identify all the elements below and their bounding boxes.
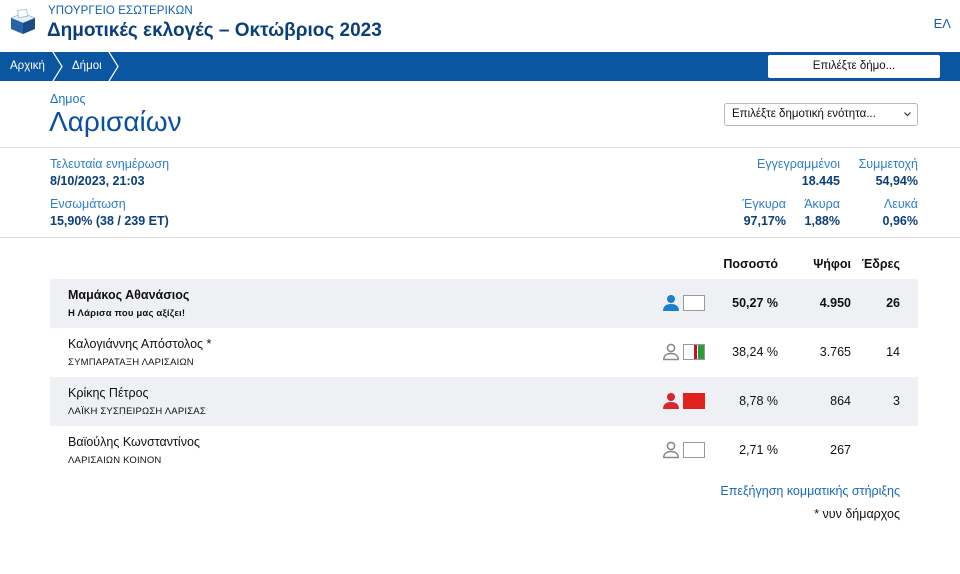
votes-value: 267 [830,443,851,457]
last-update-value: 8/10/2023, 21:03 [50,174,145,188]
municipal-unit-select[interactable]: Επιλέξτε δημοτική ενότητα... [724,103,918,126]
integration-value: 15,90% (38 / 239 ΕΤ) [50,214,169,228]
column-header-seats: Έδρες [861,257,900,271]
person-icon [663,295,679,311]
blank-label: Λευκά [883,197,918,211]
municipality-kind: Δημος [50,92,86,106]
party-support-explanation-link[interactable]: Επεξήγηση κομματικής στήριξης [720,484,900,498]
page-title: Δημοτικές εκλογές – Οκτώβριος 2023 [47,20,382,41]
seats-value: 14 [886,345,900,359]
seats-value: 26 [886,296,900,310]
ministry-name: ΥΠΟΥΡΓΕΙΟ ΕΣΩΤΕΡΙΚΩΝ [48,5,193,17]
result-row: Κρίκης Πέτρος ΛΑΪΚΗ ΣΥΣΠΕΙΡΩΣΗ ΛΑΡΙΣΑΣ 8… [50,377,918,426]
person-icon [663,393,679,409]
person-outline-icon [662,441,680,459]
invalid-label: Άκυρα [804,197,840,211]
municipality-select[interactable]: Επιλέξτε δήμο... [768,55,940,78]
chevron-down-icon [904,112,911,117]
integration-label: Ενσωμάτωση [50,197,126,211]
chevron-right-icon [52,52,63,81]
registered-label: Εγγεγραμμένοι [757,157,840,171]
municipality-name: Λαρισαίων [49,106,182,137]
party-flag-icon [683,442,705,458]
seats-value: 3 [893,394,900,408]
valid-label: Έγκυρα [742,197,786,211]
result-row: Μαμάκος Αθανάσιος Η Λάρισα που μας αξίζε… [50,279,918,328]
votes-value: 864 [830,394,851,408]
blank-value: 0,96% [882,214,918,228]
votes-value: 4.950 [819,296,851,310]
chevron-right-icon [108,52,119,81]
percent-value: 8,78 % [739,394,778,408]
party-flag-icon [683,393,705,409]
candidate-name: Βαϊούλης Κωνσταντίνος [68,435,200,449]
party-name: ΛΑΪΚΗ ΣΥΣΠΕΙΡΩΣΗ ΛΑΡΙΣΑΣ [68,406,206,417]
result-row: Βαϊούλης Κωνσταντίνος ΛΑΡΙΣΑΙΩΝ ΚΟΙΝΟΝ 2… [50,426,918,475]
turnout-label: Συμμετοχή [858,157,918,171]
ballot-box-icon [9,9,37,34]
votes-value: 3.765 [819,345,851,359]
party-name: ΣΥΜΠΑΡΑΤΑΞΗ ΛΑΡΙΣΑΙΩΝ [68,357,194,368]
percent-value: 2,71 % [739,443,778,457]
site-header: ΥΠΟΥΡΓΕΙΟ ΕΣΩΤΕΡΙΚΩΝ Δημοτικές εκλογές –… [0,0,960,52]
invalid-value: 1,88% [804,214,840,228]
municipal-unit-select-label: Επιλέξτε δημοτική ενότητα... [732,108,876,120]
party-flag-icon [683,295,705,311]
last-update-label: Τελευταία ενημέρωση [50,157,170,171]
percent-value: 38,24 % [732,345,778,359]
incumbent-footnote: * νυν δήμαρχος [814,507,900,521]
registered-value: 18.445 [801,174,840,188]
language-switch[interactable]: ΕΛ [933,16,951,31]
valid-value: 97,17% [743,214,786,228]
result-row: Καλογιάννης Απόστολος * ΣΥΜΠΑΡΑΤΑΞΗ ΛΑΡΙ… [50,328,918,377]
divider [0,237,960,238]
divider [0,147,960,148]
party-flag-icon [683,344,705,360]
turnout-value: 54,94% [875,174,918,188]
candidate-name: Κρίκης Πέτρος [68,386,149,400]
party-name: ΛΑΡΙΣΑΙΩΝ ΚΟΙΝΟΝ [68,455,162,466]
person-outline-icon [662,343,680,361]
breadcrumb-home[interactable]: Αρχική [10,60,45,72]
percent-value: 50,27 % [732,296,778,310]
breadcrumb-municipalities[interactable]: Δήμοι [72,60,102,72]
column-header-votes: Ψήφοι [813,257,851,271]
column-header-percent: Ποσοστό [723,257,778,271]
party-name: Η Λάρισα που μας αξίζει! [68,308,186,319]
breadcrumb-bar: Αρχική Δήμοι Επιλέξτε δήμο... [0,52,960,81]
candidate-name: Μαμάκος Αθανάσιος [68,288,190,302]
candidate-name: Καλογιάννης Απόστολος * [68,337,212,351]
